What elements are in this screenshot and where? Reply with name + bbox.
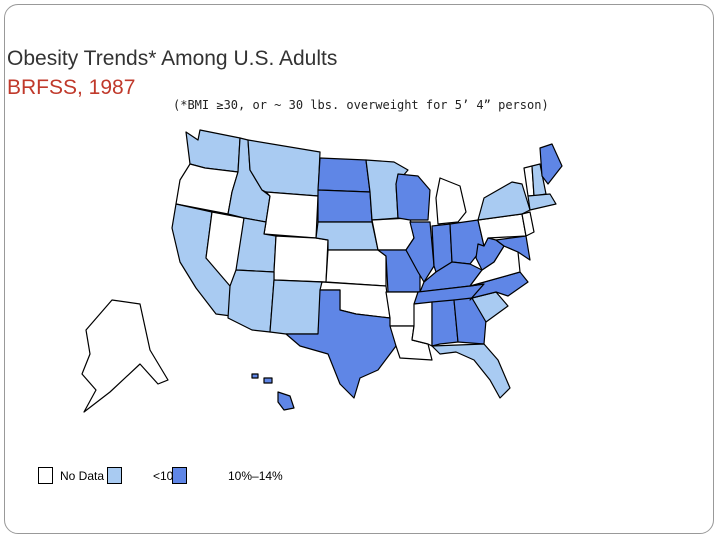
state xyxy=(431,343,511,399)
state xyxy=(263,191,319,239)
state xyxy=(277,391,295,411)
legend-label: No Data xyxy=(60,469,105,483)
state xyxy=(527,193,557,211)
state xyxy=(395,173,431,221)
state xyxy=(251,373,259,379)
state xyxy=(269,279,323,335)
legend-swatch xyxy=(38,467,53,484)
state xyxy=(495,235,531,261)
state xyxy=(371,217,415,251)
legend-swatch xyxy=(172,467,187,484)
slide-frame xyxy=(4,4,714,534)
state xyxy=(431,299,459,347)
title: Obesity Trends* Among U.S. Adults xyxy=(7,47,338,70)
state xyxy=(285,289,397,399)
state xyxy=(227,269,275,333)
state xyxy=(317,189,373,223)
state xyxy=(411,301,433,347)
state xyxy=(317,157,371,193)
state xyxy=(539,143,563,185)
legend-label: 10%–14% xyxy=(228,469,283,483)
state xyxy=(325,249,387,287)
subtitle: BRFSS, 1987 xyxy=(7,76,136,99)
state xyxy=(435,177,467,225)
state xyxy=(469,271,529,301)
state xyxy=(273,235,329,283)
state xyxy=(405,221,435,283)
state xyxy=(521,211,535,237)
state xyxy=(263,377,273,384)
state xyxy=(81,299,169,413)
state xyxy=(453,297,487,345)
note: (*BMI ≥30, or ~ 30 lbs. overweight for 5… xyxy=(173,98,549,112)
legend-swatch xyxy=(107,467,122,484)
state xyxy=(385,291,419,327)
